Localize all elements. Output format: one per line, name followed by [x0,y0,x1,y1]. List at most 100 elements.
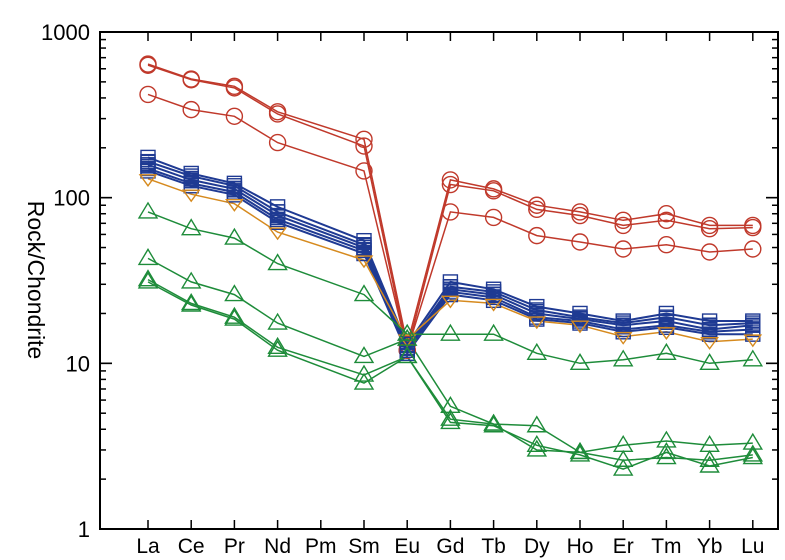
circle-marker [355,130,373,149]
circle-marker [614,211,632,230]
diamond-marker [484,298,503,312]
x-tick-label: Ho [567,535,594,558]
y-tick-label: 1000 [41,20,90,45]
triangle-marker [656,447,677,465]
triangle-marker [224,308,245,326]
circle-marker [182,100,200,119]
circle-marker [441,171,460,189]
diamond-marker [657,327,676,340]
circle-marker [657,211,676,230]
x-tick-label: Ce [178,535,205,558]
x-tick-label: La [136,535,160,558]
y-axis-title: Rock/Chondrite [23,201,49,360]
triangle-marker [483,413,504,431]
triangle-marker [137,201,159,219]
triangle-marker [483,323,504,341]
triangle-marker [180,294,202,312]
triangle-marker [742,447,764,465]
triangle-marker [267,336,288,354]
x-tick-label: Yb [697,535,723,558]
axis-labels: La Ce Pr Nd Pm Sm Eu Gd Tb Dy Ho Er Tm Yb Lu 1 10 100 1000 [41,20,764,558]
circle-marker [225,79,244,97]
square-marker [183,178,199,194]
y-tick-label: 1 [78,517,90,542]
circle-marker [528,196,546,214]
triangle-marker [353,346,375,364]
circle-marker [657,205,676,223]
triangle-marker [180,218,202,236]
triangle-marker [656,442,677,460]
triangle-marker [180,293,202,311]
triangle-marker [353,284,375,302]
x-tick-label: Eu [394,535,420,558]
triangle-marker [612,349,634,367]
triangle-marker [612,449,634,467]
triangle-marker [267,339,288,357]
triangle-marker [180,271,202,289]
y-tick-label: 10 [66,351,90,376]
square-marker [226,187,243,203]
triangle-marker [353,372,375,390]
triangle-marker [699,434,720,453]
circle-marker [744,218,762,237]
circle-marker [571,203,589,221]
square-marker [269,214,286,231]
circle-marker [139,56,157,74]
triangle-marker [267,253,288,271]
x-tick-label: Nd [264,535,291,558]
markers-group [137,55,764,476]
triangle-marker [699,449,720,467]
triangle-marker [440,323,461,341]
triangle-marker [656,342,677,360]
diamond-marker [527,316,547,330]
triangle-marker [267,312,288,330]
diamond-marker [743,334,763,348]
triangle-marker [699,352,720,371]
triangle-marker [612,458,634,476]
triangle-marker [483,415,504,433]
circle-marker [268,105,287,123]
circle-marker [182,71,200,89]
triangle-marker [440,412,461,430]
circle-marker [744,240,762,258]
circle-marker [614,216,632,235]
triangle-marker [396,323,418,341]
x-tick-label: Tm [651,535,681,558]
x-tick-label: Pm [305,535,337,558]
diamond-marker [441,295,460,309]
triangle-marker [440,408,461,426]
triangle-marker [612,434,634,453]
circle-marker [355,162,373,180]
diamond-marker [570,320,590,334]
x-tick-label: Gd [436,535,464,558]
series-line-11 [147,257,753,454]
square-marker [701,326,718,342]
circle-marker [700,243,719,261]
triangle-marker [569,444,591,462]
circle-marker [225,107,244,125]
triangle-marker [742,349,764,367]
triangle-marker [569,352,591,371]
x-tick-label: Dy [524,535,550,558]
x-tick-label: Er [613,535,634,558]
triangle-marker [526,342,548,360]
triangle-marker [699,455,720,473]
circle-marker [571,206,589,225]
plot-frame [99,31,779,530]
circle-marker [484,182,503,200]
triangle-marker [396,328,418,346]
circle-marker [441,175,460,194]
circle-marker [139,85,157,104]
series-group [147,63,753,470]
circle-marker [700,219,719,238]
square-marker [745,326,761,342]
x-tick-label: Sm [348,535,380,558]
axis-ticks [100,31,778,530]
triangle-marker [224,284,245,302]
circle-marker [441,203,460,221]
triangle-marker [526,434,548,453]
circle-marker [268,133,287,152]
x-tick-label: Pr [224,535,245,558]
